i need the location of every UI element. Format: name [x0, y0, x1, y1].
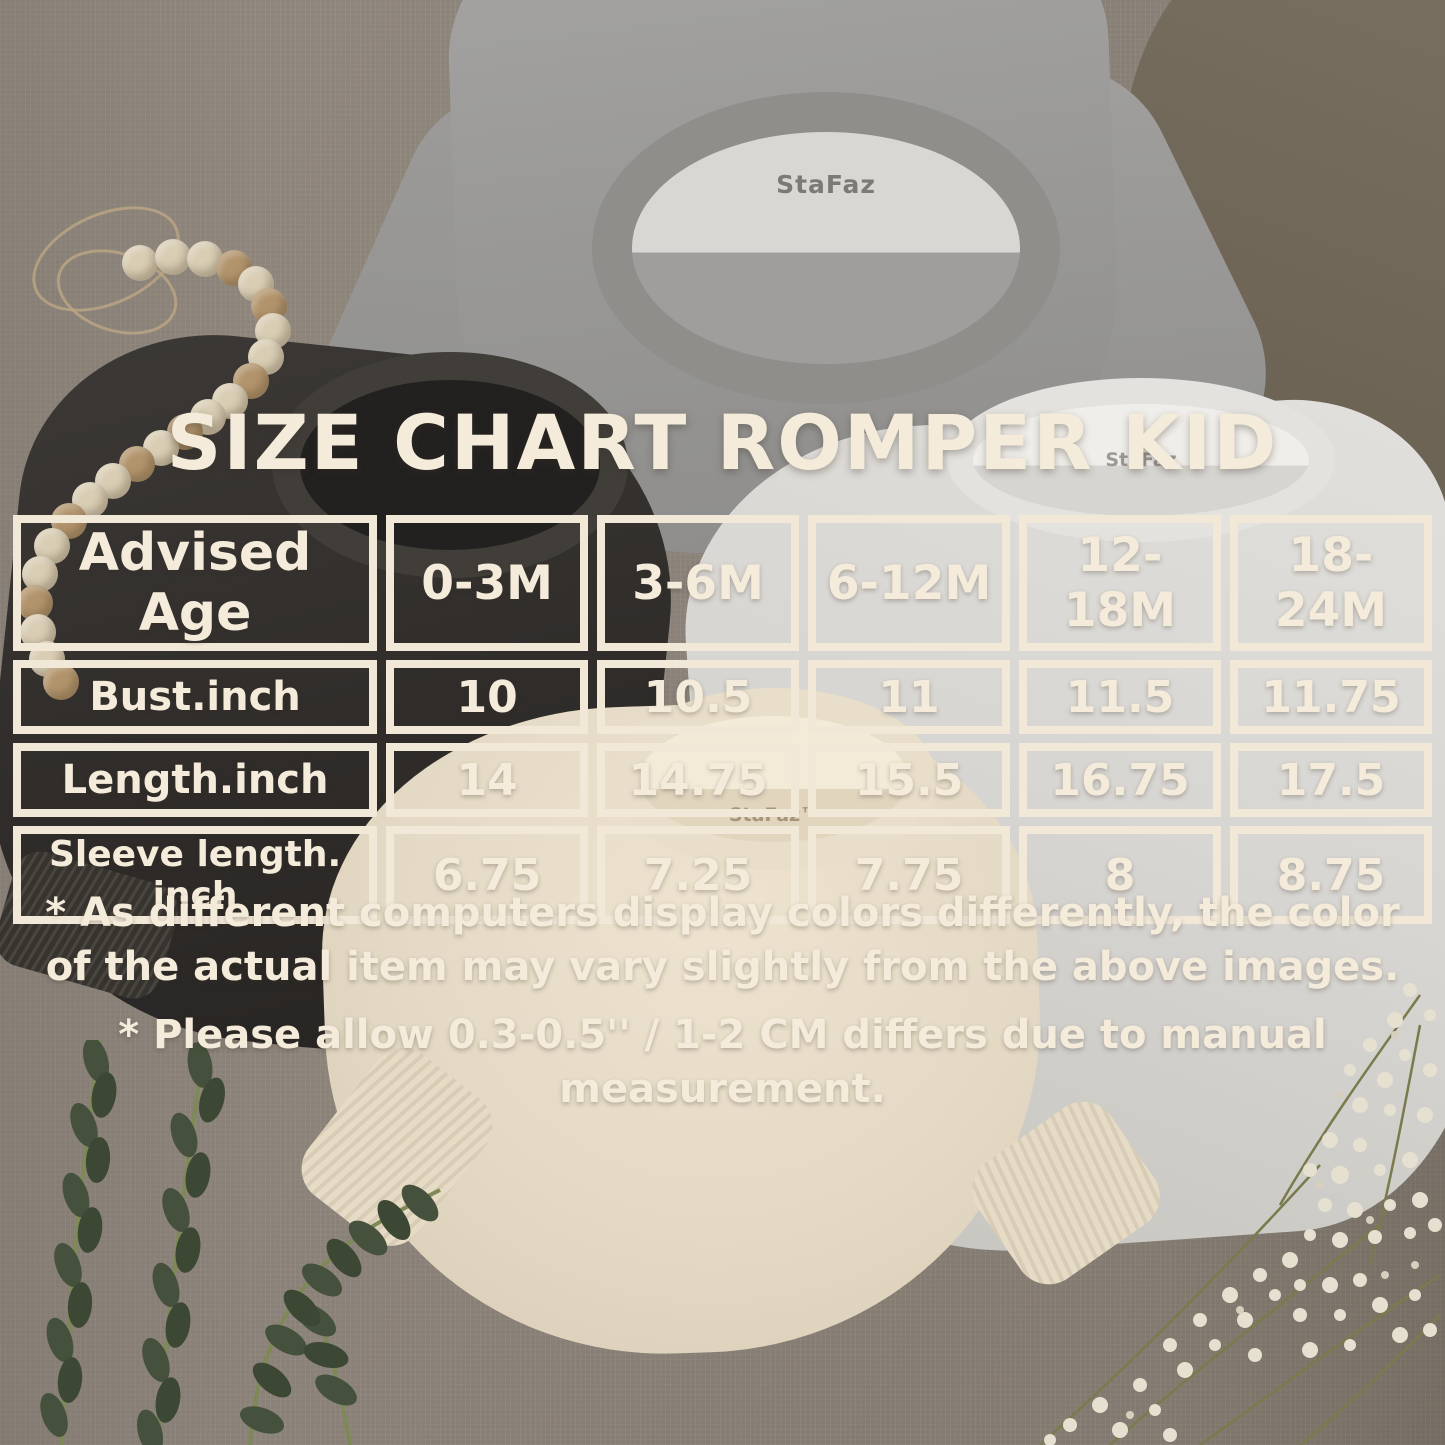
table-cell: 10 — [386, 660, 589, 734]
table-header-row: Advised Age 0-3M 3-6M 6-12M 12-18M 18-24… — [13, 515, 1432, 651]
header-0-3m: 0-3M — [386, 515, 589, 651]
table-row-length: Length.inch 14 14.75 15.5 16.75 17.5 — [13, 743, 1432, 817]
header-advised-age: Advised Age — [13, 515, 378, 651]
table-cell: 16.75 — [1019, 743, 1221, 817]
page-title: SIZE CHART ROMPER KID — [166, 398, 1279, 487]
size-chart-table-wrapper: Advised Age 0-3M 3-6M 6-12M 12-18M 18-24… — [4, 506, 1441, 933]
header-3-6m: 3-6M — [597, 515, 800, 651]
table-cell: 7.75 — [808, 826, 1011, 924]
table-cell: 8 — [1019, 826, 1221, 924]
table-cell: 11 — [808, 660, 1011, 734]
header-6-12m: 6-12M — [808, 515, 1011, 651]
table-cell: 14.75 — [597, 743, 800, 817]
table-row-sleeve: Sleeve length. inch 6.75 7.25 7.75 8 8.7… — [13, 826, 1432, 924]
table-row-bust: Bust.inch 10 10.5 11 11.5 11.75 — [13, 660, 1432, 734]
brand-label: StaFaz — [776, 170, 876, 199]
header-12-18m: 12-18M — [1019, 515, 1221, 651]
table-cell: 15.5 — [808, 743, 1011, 817]
table-cell: 6.75 — [386, 826, 589, 924]
brand-label: StaFaz — [1105, 449, 1177, 471]
disclaimer-colors: * As different computers display colors … — [45, 890, 1400, 990]
table-cell: 11.5 — [1019, 660, 1221, 734]
eucalyptus-sprigs — [34, 1040, 445, 1445]
table-cell: 7.25 — [597, 826, 800, 924]
gray-romper-collar: StaFaz — [592, 92, 1060, 404]
size-chart-table: Advised Age 0-3M 3-6M 6-12M 12-18M 18-24… — [4, 506, 1441, 933]
wood-bead — [155, 239, 191, 275]
row-label-sleeve: Sleeve length. inch — [13, 826, 378, 924]
table-cell: 14 — [386, 743, 589, 817]
wood-bead — [43, 664, 79, 700]
row-label-length: Length.inch — [13, 743, 378, 817]
row-label-bust: Bust.inch — [13, 660, 378, 734]
table-cell: 17.5 — [1229, 743, 1432, 817]
table-cell: 8.75 — [1229, 826, 1432, 924]
table-cell: 10.5 — [597, 660, 800, 734]
table-cell: 11.75 — [1229, 660, 1432, 734]
disclaimer-measurement: * Please allow 0.3-0.5'' / 1-2 CM differ… — [118, 1012, 1327, 1112]
babys-breath-flowers — [1040, 983, 1442, 1445]
header-18-24m: 18-24M — [1229, 515, 1432, 651]
wood-bead — [122, 245, 158, 281]
